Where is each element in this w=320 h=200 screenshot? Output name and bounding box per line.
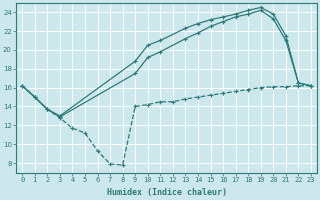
X-axis label: Humidex (Indice chaleur): Humidex (Indice chaleur) [107, 188, 227, 197]
